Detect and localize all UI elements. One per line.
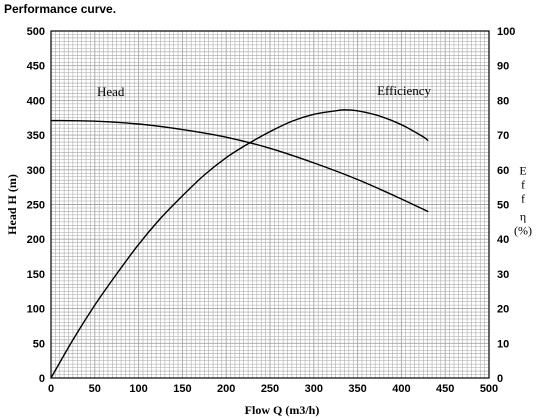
y-tick-label-left: 200 xyxy=(27,234,45,246)
x-tick-label: 300 xyxy=(305,383,323,395)
y-tick-label-left: 100 xyxy=(27,304,45,316)
y-tick-label-right: 90 xyxy=(497,61,509,73)
series-line-head xyxy=(50,119,429,213)
x-tick-label: 450 xyxy=(436,383,454,395)
y-tick-label-left: 50 xyxy=(33,338,45,350)
y-tick-label-right: 70 xyxy=(497,130,509,142)
x-tick-label: 350 xyxy=(348,383,366,395)
x-tick-label: 500 xyxy=(480,383,498,395)
x-axis-title: Flow Q (m3/h) xyxy=(245,403,320,417)
plot-frame xyxy=(50,30,490,379)
y-tick-label-right: 50 xyxy=(497,200,509,212)
chart-caption: Performance curve. xyxy=(4,2,116,16)
y-tick-label-right: 30 xyxy=(497,269,509,281)
y-tick-label-left: 350 xyxy=(27,130,45,142)
series-line-efficiency xyxy=(50,109,429,379)
tick-layer: 0 50 100 150 200 250 300 350 400 450 5000501001502… xyxy=(27,26,516,395)
series-layer xyxy=(50,109,429,379)
y-tick-label-left: 400 xyxy=(27,95,45,107)
y-tick-label-right: 10 xyxy=(497,338,509,350)
y-tick-label-right: 100 xyxy=(497,26,515,38)
y-tick-label-right: 0 xyxy=(497,373,503,385)
label-layer: Flow Q (m3/h) Head H (m) E f f η (%) Head Effici… xyxy=(5,83,532,417)
x-tick-label: 400 xyxy=(392,383,410,395)
series-label-head: Head xyxy=(97,84,125,99)
y-tick-label-left: 450 xyxy=(27,61,45,73)
grid-layer xyxy=(51,31,489,378)
y-tick-label-left: 150 xyxy=(27,269,45,281)
x-tick-label: 100 xyxy=(129,383,147,395)
y-tick-label-right: 20 xyxy=(497,304,509,316)
y-tick-label-left: 0 xyxy=(39,373,45,385)
y-tick-label-right: 40 xyxy=(497,234,509,246)
x-tick-label: 200 xyxy=(217,383,235,395)
y-tick-label-right: 60 xyxy=(497,165,509,177)
y-tick-label-left: 250 xyxy=(27,200,45,212)
y-tick-label-left: 500 xyxy=(27,26,45,38)
axis-layer xyxy=(50,30,490,379)
y-tick-label-left: 300 xyxy=(27,165,45,177)
x-tick-label: 50 xyxy=(89,383,101,395)
y-tick-label-right: 80 xyxy=(497,95,509,107)
x-tick-label: 150 xyxy=(173,383,191,395)
x-tick-label: 0 xyxy=(48,383,54,395)
x-tick-label: 250 xyxy=(261,383,279,395)
y-axis-title-left: Head H (m) xyxy=(5,174,19,235)
series-label-efficiency: Efficiency xyxy=(377,83,431,98)
